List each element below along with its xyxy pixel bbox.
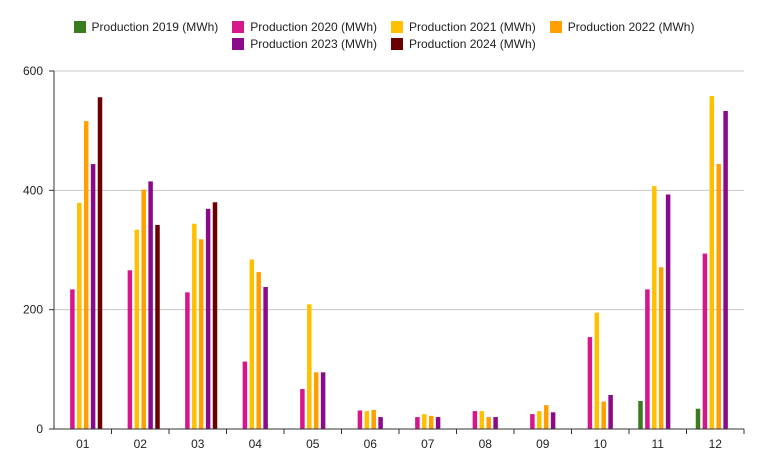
bar-06-series-4[interactable] — [378, 417, 383, 429]
x-tick-label-09: 09 — [536, 437, 550, 451]
bar-07-series-2[interactable] — [422, 414, 427, 429]
legend-label-2021: Production 2021 (MWh) — [409, 19, 536, 34]
legend-row-2: Production 2023 (MWh) Production 2024 (M… — [0, 35, 768, 52]
bar-11-series-1[interactable] — [645, 289, 650, 429]
y-tick-label-400: 400 — [23, 183, 43, 197]
bar-01-series-2[interactable] — [77, 202, 82, 429]
bars-layer — [70, 96, 728, 430]
bar-06-series-2[interactable] — [364, 411, 370, 429]
legend-label-2019: Production 2019 (MWh) — [91, 19, 219, 34]
legend-swatch-2024 — [391, 37, 403, 50]
bar-04-series-1[interactable] — [242, 361, 248, 429]
legend-item-2020[interactable]: Production 2020 (MWh) — [232, 20, 377, 34]
legend-row-1: Production 2019 (MWh) Production 2020 (M… — [0, 18, 768, 35]
bar-08-series-2[interactable] — [479, 411, 485, 429]
bar-06-series-1[interactable] — [357, 410, 363, 429]
legend-item-2024[interactable]: Production 2024 (MWh) — [391, 37, 536, 51]
bar-05-series-1[interactable] — [300, 389, 305, 429]
legend-label-2022: Production 2022 (MWh) — [567, 19, 695, 34]
bar-02-series-1[interactable] — [127, 270, 133, 429]
bar-10-series-4[interactable] — [608, 394, 613, 429]
bar-11-series-2[interactable] — [652, 186, 657, 429]
bar-02-series-2[interactable] — [134, 229, 140, 429]
bar-01-series-1[interactable] — [70, 289, 75, 429]
x-tick-label-05: 05 — [306, 437, 320, 451]
bar-01-series-5[interactable] — [97, 97, 103, 430]
legend-swatch-2023 — [232, 37, 245, 50]
legend-swatch-2021 — [391, 20, 403, 33]
y-tick-label-200: 200 — [23, 303, 43, 317]
bar-12-series-2[interactable] — [709, 96, 715, 429]
bar-07-series-4[interactable] — [435, 417, 441, 429]
x-tick-label-06: 06 — [364, 437, 378, 451]
bar-03-series-3[interactable] — [198, 239, 204, 429]
bar-02-series-3[interactable] — [141, 189, 146, 429]
bar-10-series-1[interactable] — [587, 337, 593, 429]
bar-03-series-5[interactable] — [212, 202, 218, 429]
bar-08-series-3[interactable] — [486, 417, 491, 429]
legend-label-2024: Production 2024 (MWh) — [409, 36, 536, 51]
x-tick-label-07: 07 — [421, 437, 435, 451]
x-tick-label-11: 11 — [652, 437, 665, 451]
bar-04-series-2[interactable] — [249, 259, 255, 429]
legend-item-2019[interactable]: Production 2019 (MWh) — [73, 19, 219, 34]
bar-12-series-3[interactable] — [716, 164, 721, 429]
bar-11-series-0[interactable] — [638, 400, 643, 429]
bar-08-series-1[interactable] — [472, 411, 478, 429]
bar-09-series-2[interactable] — [537, 411, 542, 429]
x-tick-label-02: 02 — [134, 437, 148, 451]
bar-05-series-2[interactable] — [307, 304, 312, 429]
bar-12-series-1[interactable] — [702, 253, 708, 429]
bar-04-series-3[interactable] — [256, 272, 261, 429]
bar-07-series-1[interactable] — [415, 417, 420, 429]
bar-09-series-1[interactable] — [530, 414, 535, 429]
x-tick-label-04: 04 — [249, 437, 263, 451]
x-tick-label-10: 10 — [594, 437, 608, 451]
x-tick-label-08: 08 — [479, 437, 493, 451]
bar-04-series-4[interactable] — [263, 286, 268, 429]
x-tick-label-01: 01 — [76, 437, 90, 451]
legend-label-2020: Production 2020 (MWh) — [250, 19, 377, 34]
legend-item-2023[interactable]: Production 2023 (MWh) — [232, 37, 377, 51]
bar-01-series-3[interactable] — [83, 121, 89, 430]
bar-03-series-2[interactable] — [192, 223, 197, 429]
bar-01-series-4[interactable] — [90, 164, 96, 429]
legend-swatch-2019 — [73, 20, 86, 33]
bar-02-series-5[interactable] — [155, 224, 160, 429]
legend-item-2021[interactable]: Production 2021 (MWh) — [391, 20, 536, 34]
bar-11-series-4[interactable] — [665, 194, 671, 429]
bar-05-series-4[interactable] — [320, 372, 326, 429]
bar-12-series-0[interactable] — [695, 408, 701, 429]
legend-label-2023: Production 2023 (MWh) — [250, 36, 377, 51]
bar-09-series-4[interactable] — [550, 412, 556, 429]
bar-02-series-4[interactable] — [148, 181, 153, 429]
bar-05-series-3[interactable] — [313, 372, 319, 429]
bar-10-series-3[interactable] — [601, 401, 606, 429]
bar-08-series-4[interactable] — [493, 417, 498, 429]
bar-03-series-4[interactable] — [205, 208, 211, 429]
legend-swatch-2022 — [549, 20, 562, 33]
bar-10-series-2[interactable] — [594, 312, 600, 429]
bar-11-series-3[interactable] — [658, 267, 664, 429]
bar-03-series-1[interactable] — [185, 292, 190, 429]
grid-layer — [49, 70, 744, 430]
bar-07-series-3[interactable] — [428, 415, 434, 429]
axis-layer: 0 200 400 600 01 02 03 04 05 06 07 08 09 10 11 12 — [23, 64, 745, 451]
legend-item-2022[interactable]: Production 2022 (MWh) — [549, 19, 695, 34]
y-tick-label-0: 0 — [36, 422, 43, 436]
y-tick-label-600: 600 — [23, 64, 43, 78]
x-tick-label-12: 12 — [709, 437, 723, 451]
bar-09-series-3[interactable] — [543, 405, 549, 429]
legend: Production 2019 (MWh) Production 2020 (M… — [0, 18, 768, 52]
legend-swatch-2020 — [232, 20, 245, 33]
bar-06-series-3[interactable] — [371, 409, 376, 429]
bar-12-series-4[interactable] — [723, 110, 728, 429]
x-tick-label-03: 03 — [191, 437, 205, 451]
